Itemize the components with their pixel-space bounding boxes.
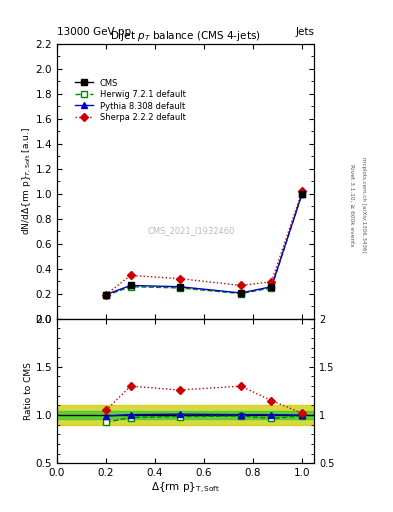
Text: mcplots.cern.ch [arXiv:1306.3436]: mcplots.cern.ch [arXiv:1306.3436] bbox=[361, 157, 366, 252]
Legend: CMS, Herwig 7.2.1 default, Pythia 8.308 default, Sherpa 2.2.2 default: CMS, Herwig 7.2.1 default, Pythia 8.308 … bbox=[72, 75, 189, 125]
X-axis label: $\Delta\{$rm p$\}_{\mathrm{T,Soft}}$: $\Delta\{$rm p$\}_{\mathrm{T,Soft}}$ bbox=[151, 481, 220, 496]
Text: Jets: Jets bbox=[296, 27, 314, 37]
Text: CMS_2021_I1932460: CMS_2021_I1932460 bbox=[147, 226, 235, 235]
Y-axis label: dN/d$\Delta${rm p}$_{T,\mathrm{Soft}}$ [a.u.]: dN/d$\Delta${rm p}$_{T,\mathrm{Soft}}$ [… bbox=[20, 127, 33, 235]
Text: 13000 GeV pp: 13000 GeV pp bbox=[57, 27, 131, 37]
Text: Rivet 3.1.10, ≥ 600k events: Rivet 3.1.10, ≥ 600k events bbox=[349, 163, 354, 246]
Title: Dijet $p_{T}$ balance (CMS 4-jets): Dijet $p_{T}$ balance (CMS 4-jets) bbox=[110, 29, 261, 44]
Y-axis label: Ratio to CMS: Ratio to CMS bbox=[24, 362, 33, 420]
